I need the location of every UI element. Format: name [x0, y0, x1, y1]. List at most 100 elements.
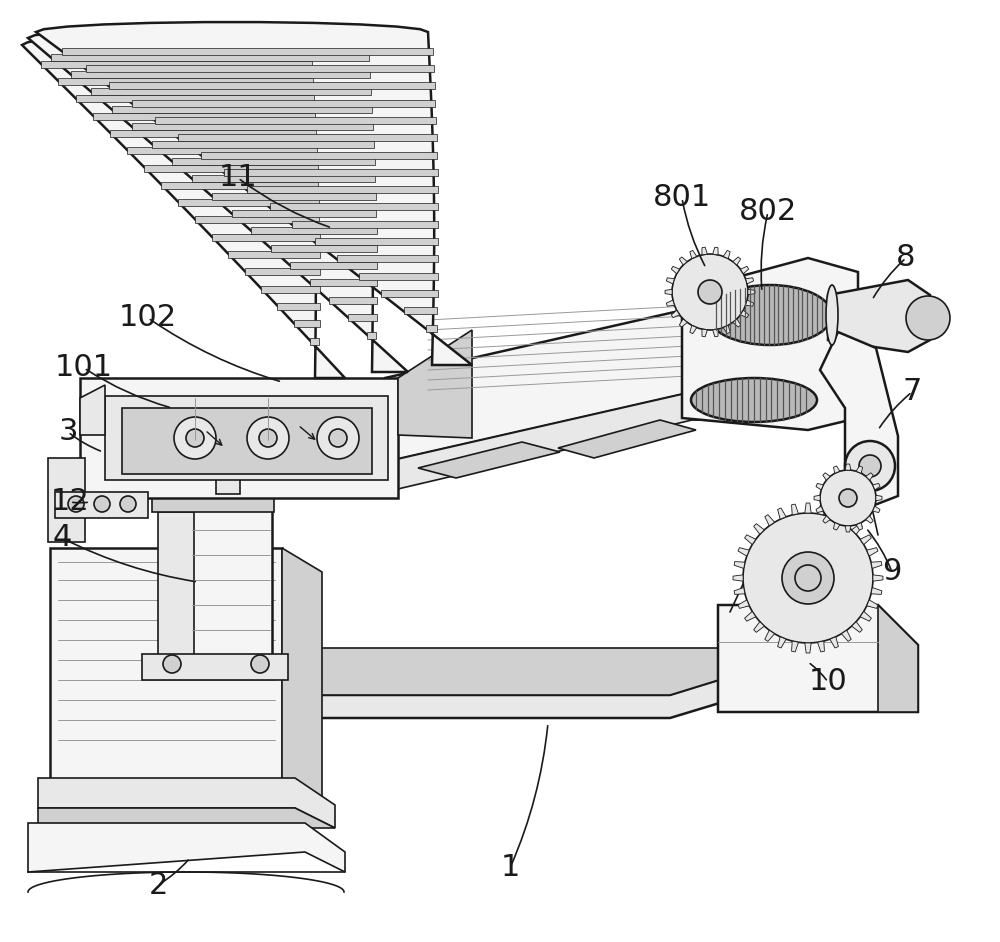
Polygon shape: [93, 113, 315, 120]
Polygon shape: [841, 514, 851, 526]
Circle shape: [317, 417, 359, 459]
Polygon shape: [80, 378, 398, 498]
Polygon shape: [41, 60, 312, 68]
Polygon shape: [745, 535, 756, 544]
Circle shape: [251, 655, 269, 673]
Polygon shape: [418, 442, 560, 478]
Polygon shape: [713, 247, 718, 255]
Polygon shape: [740, 267, 749, 274]
Polygon shape: [830, 508, 838, 519]
Polygon shape: [127, 147, 317, 154]
Polygon shape: [48, 458, 85, 542]
Polygon shape: [814, 495, 820, 501]
Polygon shape: [110, 130, 316, 137]
Polygon shape: [228, 252, 320, 258]
Polygon shape: [867, 600, 878, 609]
Polygon shape: [224, 169, 438, 176]
Polygon shape: [71, 71, 370, 78]
Polygon shape: [294, 320, 320, 328]
Polygon shape: [833, 466, 840, 473]
Polygon shape: [212, 234, 320, 241]
Circle shape: [163, 655, 181, 673]
Polygon shape: [426, 325, 437, 332]
Polygon shape: [91, 89, 371, 95]
Polygon shape: [112, 106, 372, 113]
Text: 7: 7: [902, 378, 922, 407]
Polygon shape: [792, 642, 798, 652]
Polygon shape: [152, 140, 374, 148]
Circle shape: [859, 455, 881, 477]
Polygon shape: [558, 420, 696, 458]
Polygon shape: [734, 588, 745, 594]
Polygon shape: [292, 220, 438, 228]
Polygon shape: [778, 508, 786, 519]
Polygon shape: [62, 48, 433, 55]
Circle shape: [174, 417, 216, 459]
Polygon shape: [845, 464, 851, 470]
Polygon shape: [310, 337, 319, 345]
Polygon shape: [833, 523, 840, 530]
Circle shape: [247, 417, 289, 459]
Circle shape: [329, 429, 347, 447]
Polygon shape: [792, 504, 798, 515]
Polygon shape: [666, 300, 674, 306]
Polygon shape: [745, 611, 756, 621]
Circle shape: [820, 470, 876, 526]
Polygon shape: [251, 227, 377, 235]
Polygon shape: [270, 203, 438, 210]
Text: 9: 9: [882, 558, 902, 587]
Polygon shape: [682, 258, 858, 430]
Polygon shape: [702, 247, 707, 255]
Polygon shape: [805, 503, 811, 513]
Polygon shape: [359, 273, 438, 280]
Polygon shape: [748, 289, 755, 295]
Circle shape: [186, 429, 204, 447]
Polygon shape: [878, 605, 918, 712]
Polygon shape: [830, 637, 838, 648]
Polygon shape: [828, 280, 930, 352]
Polygon shape: [201, 152, 437, 158]
Polygon shape: [132, 123, 373, 130]
Polygon shape: [88, 648, 822, 718]
Circle shape: [845, 441, 895, 491]
Text: 2: 2: [148, 870, 168, 900]
Polygon shape: [866, 473, 873, 480]
Text: 12: 12: [51, 488, 89, 516]
Polygon shape: [88, 648, 822, 695]
Circle shape: [782, 552, 834, 604]
Polygon shape: [38, 778, 335, 828]
Text: 10: 10: [809, 668, 847, 696]
Polygon shape: [778, 637, 786, 648]
Polygon shape: [385, 392, 812, 492]
Polygon shape: [144, 165, 318, 171]
Text: 101: 101: [55, 353, 113, 382]
Text: 802: 802: [739, 198, 797, 226]
Polygon shape: [22, 35, 345, 378]
Circle shape: [839, 489, 857, 507]
Polygon shape: [818, 642, 824, 652]
Polygon shape: [80, 385, 472, 435]
Polygon shape: [216, 474, 240, 494]
Polygon shape: [178, 199, 319, 206]
Polygon shape: [158, 512, 194, 668]
Polygon shape: [155, 117, 436, 124]
Polygon shape: [718, 605, 918, 712]
Polygon shape: [161, 182, 318, 188]
Polygon shape: [55, 492, 148, 518]
Polygon shape: [679, 319, 687, 327]
Polygon shape: [381, 290, 438, 297]
Polygon shape: [867, 547, 878, 556]
Polygon shape: [852, 524, 862, 534]
Polygon shape: [876, 495, 882, 501]
Polygon shape: [733, 319, 741, 327]
Circle shape: [698, 280, 722, 304]
Polygon shape: [823, 516, 830, 523]
Polygon shape: [733, 257, 741, 265]
Polygon shape: [132, 100, 435, 106]
Ellipse shape: [826, 285, 838, 345]
Polygon shape: [816, 506, 823, 512]
Polygon shape: [261, 285, 320, 293]
Polygon shape: [665, 289, 672, 295]
Polygon shape: [28, 28, 408, 372]
Polygon shape: [290, 262, 377, 269]
